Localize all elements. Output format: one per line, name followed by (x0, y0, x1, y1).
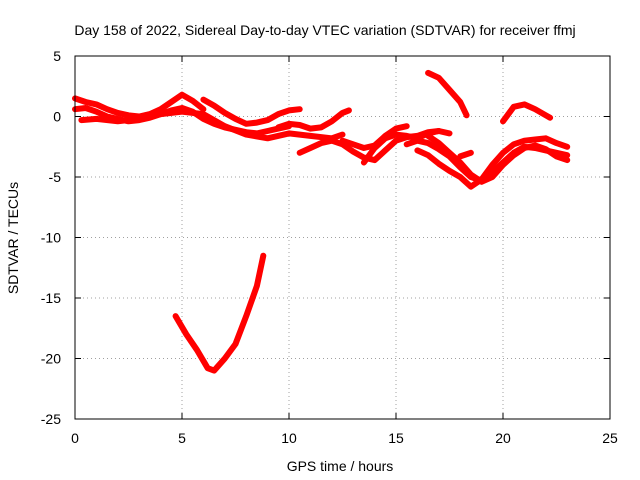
chart-title: Day 158 of 2022, Sidereal Day-to-day VTE… (74, 22, 575, 38)
y-tick-label: -5 (49, 169, 62, 185)
series-arc-14 (500, 101, 554, 125)
series-arc-15 (172, 252, 267, 374)
y-axis-label: SDTVAR / TECUs (5, 182, 21, 294)
series-arc-13 (425, 69, 470, 119)
x-axis-label: GPS time / hours (287, 458, 394, 474)
data-series-group (72, 69, 571, 374)
series-arc-12 (457, 149, 474, 160)
y-tick-label: 5 (53, 48, 61, 64)
series-arc-8 (360, 128, 453, 166)
y-tick-label: -15 (41, 290, 61, 306)
axis-ticks (74, 55, 611, 420)
series-arc-3 (78, 108, 346, 142)
y-tick-labels: 5 0 -5 -10 -15 -20 -25 (41, 48, 61, 427)
series-arc-4 (200, 96, 303, 127)
x-tick-label: 5 (178, 430, 186, 446)
y-tick-label: 0 (53, 109, 61, 125)
series-arc-10 (425, 132, 571, 185)
y-tick-label: -10 (41, 230, 61, 246)
series-arc-11 (414, 135, 571, 190)
x-tick-label: 0 (71, 430, 79, 446)
series-arc-5 (275, 107, 352, 132)
x-tick-labels: 0 5 10 15 20 25 (71, 430, 618, 446)
x-tick-label: 25 (602, 430, 618, 446)
x-tick-label: 20 (495, 430, 511, 446)
x-tick-label: 10 (281, 430, 297, 446)
y-tick-label: -25 (41, 411, 61, 427)
y-tick-label: -20 (41, 351, 61, 367)
x-tick-label: 15 (388, 430, 404, 446)
